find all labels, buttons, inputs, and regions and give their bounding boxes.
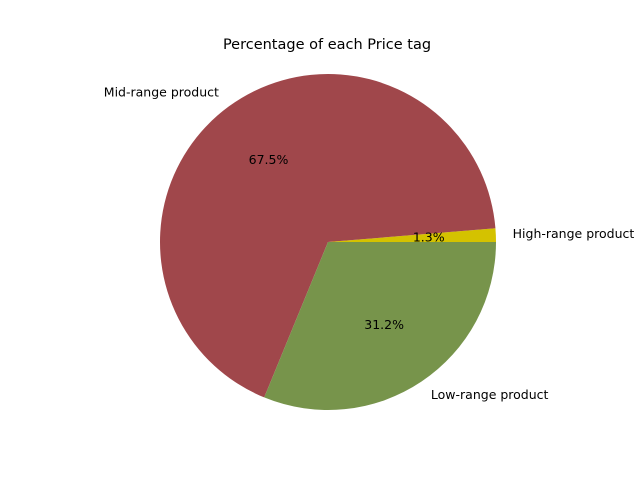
pie-slice-high-range-product — [328, 228, 496, 242]
slices-layer — [160, 74, 496, 410]
pie-slice-mid-range-product — [160, 74, 496, 398]
slice-label-high-range-product: High-range product — [513, 226, 635, 241]
labels-layer: 1.3% High-range product 67.5% Mid-range pro… — [104, 84, 635, 402]
pie-slice-low-range-product — [264, 242, 496, 410]
chart-title: Percentage of each Price tag — [223, 37, 431, 53]
slice-label-low-range-product: Low-range product — [431, 387, 549, 402]
pct-label-mid-range-product: 67.5% — [249, 152, 289, 167]
pct-label-high-range-product: 1.3% — [413, 229, 445, 244]
pct-label-low-range-product: 31.2% — [364, 317, 404, 332]
slice-label-mid-range-product: Mid-range product — [104, 84, 219, 99]
